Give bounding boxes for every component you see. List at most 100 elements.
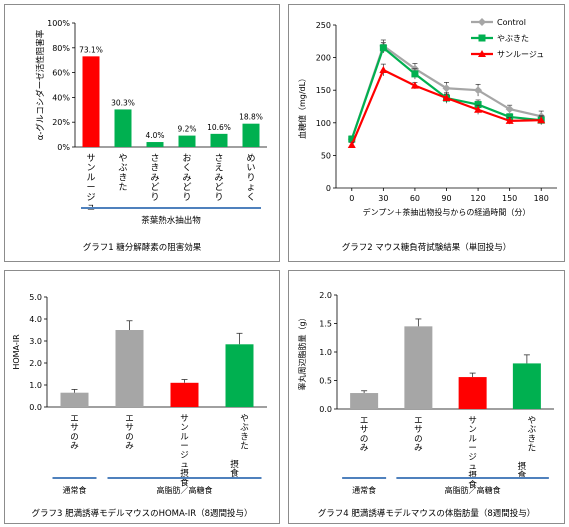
y-tick-label: 3.0 <box>29 337 42 346</box>
group-label: 高脂肪／高糖食 <box>445 485 501 495</box>
x-tick-label: 60 <box>410 194 420 203</box>
x-tick-label: やぶきた <box>118 153 127 193</box>
data-point <box>537 116 546 124</box>
x-tick-label: 90 <box>441 194 451 203</box>
bar <box>60 392 89 407</box>
data-point <box>348 135 356 143</box>
y-tick-label: 0 <box>326 184 331 193</box>
legend-label: Control <box>497 18 526 27</box>
x-tick-label: おくみどり <box>182 153 191 203</box>
x-tick-label: 150 <box>502 194 517 203</box>
series-line <box>350 68 542 146</box>
data-point <box>410 81 419 89</box>
data-label: 9.2% <box>177 125 196 134</box>
legend-label: サンルージュ <box>497 50 544 59</box>
bar <box>178 135 196 147</box>
legend-marker <box>478 34 486 42</box>
y-axis-label: 血糖値（mg/dL） <box>297 74 307 139</box>
x-tick-label: めいりょく <box>246 153 255 203</box>
y-tick-label: 80% <box>52 44 70 53</box>
bar <box>146 142 164 147</box>
y-tick-label: 250 <box>316 21 331 30</box>
data-point <box>474 105 483 113</box>
chart-caption: グラフ1 糖分解酵素の阻害効果 <box>82 243 202 253</box>
data-point <box>442 84 451 93</box>
y-tick-label: 100 <box>316 119 331 128</box>
x-tick-label: エサのみ <box>360 416 369 454</box>
y-tick-label: 2.0 <box>29 359 42 368</box>
bar <box>512 363 541 409</box>
y-tick-label: 200 <box>316 54 331 63</box>
group-label: 通常食 <box>63 485 87 495</box>
x-tick-label: エサのみ <box>70 414 79 452</box>
y-tick-label: 5.0 <box>29 293 42 302</box>
y-axis-label: α-グルコシダーゼ活性阻害率 <box>35 29 46 140</box>
bar <box>170 382 199 407</box>
bar <box>115 330 144 407</box>
bar <box>404 326 433 409</box>
chart-panel-homa-ir: 0.0 1.0 2.0 3.0 4.0 5.0 エサのみ エサのみ サンルージュ摂食 やぶきた 摂食… <box>4 270 280 524</box>
x-tick-label: サンルージュ <box>86 153 95 213</box>
data-label: 10.6% <box>207 123 231 132</box>
data-point <box>474 86 483 95</box>
data-point <box>379 65 388 73</box>
bar-chart-body-fat: 0.0 0.5 1.0 1.5 2.0 エサのみ エサのみ サンルージュ摂食 やぶきた摂食通常食… <box>297 291 554 495</box>
x-tick-label: さきみどり <box>150 153 159 203</box>
chart-panel-glucose-tolerance: 0 50 100 150 200 250 0 30 60 90 120 150 180 Control やぶ… <box>288 4 565 262</box>
y-tick-label: 4.0 <box>29 315 42 324</box>
x-axis-label: デンプン＋茶抽出物投与からの経過時間（分） <box>363 207 531 217</box>
y-tick-label: 150 <box>316 86 331 95</box>
data-label: 30.3% <box>111 98 135 107</box>
bar <box>114 109 132 147</box>
chart-caption: グラフ2 マウス糖負荷試験結果（単回投与） <box>341 243 512 253</box>
data-point <box>505 105 514 114</box>
chart-panel-body-fat: 0.0 0.5 1.0 1.5 2.0 エサのみ エサのみ サンルージュ摂食 やぶきた 摂食 通常食… <box>288 270 565 524</box>
y-tick-label: 0% <box>57 143 70 152</box>
x-tick-label: サンルージュ摂食 <box>180 414 189 488</box>
y-tick-label: 0.0 <box>29 403 42 412</box>
x-tick-label: 30 <box>378 194 388 203</box>
data-point <box>347 140 356 148</box>
bar <box>225 344 254 407</box>
y-tick-label: 2.0 <box>319 291 332 300</box>
x-tick-label: 0 <box>349 194 354 203</box>
data-point <box>474 101 482 109</box>
x-tick-label: エサのみ <box>125 414 134 452</box>
chart-caption: グラフ3 肥満誘導モデルマウスのHOMA-IR（8週間投与） <box>31 509 253 519</box>
y-tick-label: 0.5 <box>319 377 332 386</box>
y-tick-label: 100% <box>47 19 70 28</box>
legend-marker <box>478 18 486 26</box>
data-point <box>505 116 514 124</box>
data-label: 18.8% <box>239 113 263 122</box>
group-label: 高脂肪／高糖食 <box>157 485 213 495</box>
x-tick-label: 180 <box>534 194 549 203</box>
data-point <box>379 44 387 52</box>
bar <box>82 56 100 147</box>
y-tick-label: 50 <box>321 151 331 160</box>
bar <box>210 133 228 147</box>
chart-caption: グラフ4 肥満誘導モデルマウスの体脂肪量（8週間投与） <box>317 509 536 519</box>
y-tick-label: 60% <box>52 69 70 78</box>
chart-panel-enzyme-inhibition: 0% 20% 40% 60% 80% 100% 73.1% サンルージュ 30.3% やぶきた 4.… <box>4 4 280 262</box>
group-label: 通常食 <box>352 485 376 495</box>
x-tick-label: 摂食 <box>230 459 239 479</box>
data-point <box>442 94 451 102</box>
x-tick-label: やぶきた <box>528 416 537 454</box>
y-tick-label: 1.0 <box>319 348 332 357</box>
line-chart-glucose-tolerance: 0 50 100 150 200 250 0 30 60 90 120 150 180 Control やぶ… <box>297 18 557 217</box>
y-tick-label: 1.0 <box>29 381 42 390</box>
x-tick-label: エサのみ <box>414 416 423 454</box>
data-label: 4.0% <box>145 131 164 140</box>
x-tick-label: 120 <box>470 194 485 203</box>
y-axis-label: 睾丸周辺脂肪量（g） <box>297 313 307 390</box>
y-tick-label: 1.5 <box>319 320 332 329</box>
bar <box>242 123 260 147</box>
y-axis-label: HOMA-IR <box>12 334 21 370</box>
x-tick-label: 摂食 <box>518 461 527 481</box>
data-label: 73.1% <box>79 45 103 54</box>
x-tick-label: やぶきた <box>240 414 249 452</box>
x-tick-label: さえみどり <box>214 153 223 203</box>
bar <box>350 393 379 409</box>
bar-chart-enzyme-inhibition: 0% 20% 40% 60% 80% 100% 73.1% サンルージュ 30.3% やぶきた 4.… <box>35 19 267 226</box>
y-tick-label: 20% <box>52 118 70 127</box>
